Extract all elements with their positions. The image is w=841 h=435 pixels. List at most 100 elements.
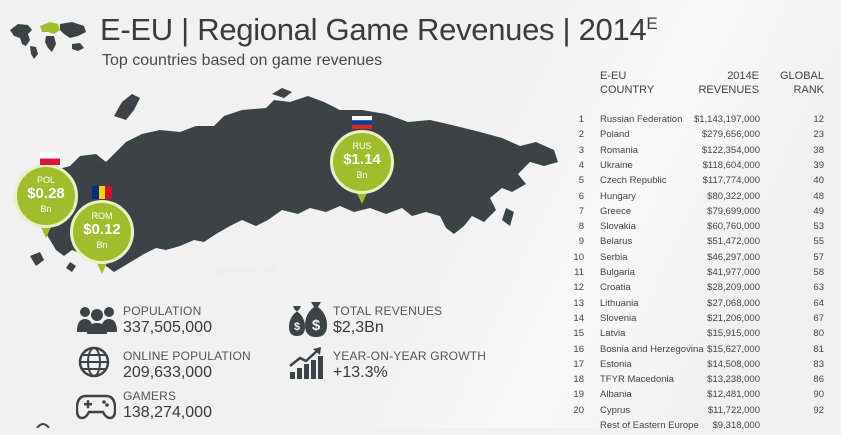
table-row: 20 Cyprus $11,722,000 92: [560, 405, 830, 420]
row-country: Bosnia and Herzegovina: [600, 343, 704, 355]
growth-chart-icon: [289, 347, 323, 379]
row-revenue: $15,915,000: [707, 328, 760, 340]
table-row: 6 Hungary $80,322,000 48: [560, 191, 830, 206]
table-row: 16 Bosnia and Herzegovina $15,627,000 81: [560, 344, 830, 359]
row-revenue: $46,297,000: [707, 251, 760, 263]
pin-code: POL: [36, 175, 55, 185]
row-revenue: $122,354,000: [701, 144, 760, 156]
row-country: Bulgaria: [600, 267, 635, 278]
row-revenue: $11,722,000: [707, 404, 760, 416]
row-rank: 5: [578, 175, 584, 187]
map-copyright: © Newzoo 2014: [218, 266, 276, 275]
table-header-revenues: 2014E REVENUES: [698, 70, 759, 96]
row-global-rank: 55: [813, 236, 824, 248]
stat-total-revenues: TOTAL REVENUES $2,3Bn: [333, 304, 442, 337]
row-country: Poland: [600, 129, 630, 141]
row-revenue: $28,209,000: [707, 282, 760, 294]
row-revenue: $117,774,000: [702, 175, 760, 187]
row-rank: 1: [578, 114, 584, 125]
table-header-country: E-EU COUNTRY: [600, 70, 655, 96]
pin-unit: Bn: [96, 240, 108, 250]
romania-flag-icon: [92, 186, 112, 199]
row-country: Romania: [600, 144, 639, 156]
row-global-rank: 63: [813, 282, 824, 294]
row-global-rank: 80: [813, 328, 824, 340]
row-rank: 2: [578, 129, 584, 141]
row-rank: 14: [573, 312, 584, 324]
pin-poland[interactable]: POL $0.28 Bn: [14, 164, 78, 240]
row-rank: 10: [573, 251, 584, 263]
row-global-rank: 83: [813, 358, 824, 370]
stat-label: POPULATION: [123, 304, 202, 318]
world-map-icon: [10, 22, 86, 59]
table-row: 12 Croatia $28,209,000 63: [560, 282, 830, 297]
row-revenue: $13,238,000: [707, 374, 760, 386]
pin-unit: Bn: [40, 204, 52, 214]
row-global-rank: 23: [813, 129, 824, 141]
table-row: 8 Slovakia $60,760,000 53: [560, 221, 830, 236]
pin-value: $1.14: [343, 151, 381, 168]
pin-unit: Bn: [356, 170, 368, 180]
row-global-rank: 39: [813, 159, 824, 171]
stat-label: GAMERS: [123, 389, 177, 403]
row-country: Slovenia: [600, 312, 637, 324]
row-country: Hungary: [600, 190, 636, 202]
table-row: 13 Lithuania $27,068,000 64: [560, 298, 830, 313]
row-rank: 3: [578, 144, 584, 156]
row-rank: 8: [578, 221, 584, 233]
pin-russia[interactable]: RUS $1.14 Bn: [330, 130, 394, 206]
money-bag-icon: $ $: [289, 302, 327, 337]
row-country: Ukraine: [600, 159, 633, 171]
row-rank: 11: [574, 267, 584, 278]
row-revenue: $279,656,000: [701, 129, 760, 141]
partial-icon: [36, 423, 50, 428]
row-revenue: $60,760,000: [707, 221, 760, 233]
table-row: 5 Czech Republic $117,774,000 40: [560, 175, 830, 190]
row-revenue: $14,508,000: [707, 358, 760, 370]
row-global-rank: 90: [813, 389, 824, 401]
row-country: Estonia: [600, 358, 632, 370]
table-row: 1 Russian Federation $1,143,197,000 12: [560, 114, 830, 129]
pin-romania[interactable]: ROM $0.12 Bn: [70, 200, 134, 276]
row-global-rank: 49: [813, 205, 824, 217]
row-country: Slovakia: [600, 221, 636, 233]
row-country: Serbia: [600, 251, 628, 263]
stat-online-population: ONLINE POPULATION 209,633,000: [123, 349, 251, 382]
stat-value: 138,274,000: [123, 404, 212, 421]
background-highlight: [321, 0, 841, 428]
row-rank: 12: [573, 282, 584, 294]
row-rank: 16: [573, 343, 584, 355]
table-row: 3 Romania $122,354,000 38: [560, 145, 830, 160]
row-rank: 19: [573, 389, 584, 401]
pin-code: ROM: [91, 211, 113, 221]
table-header-global-rank: GLOBAL RANK: [779, 70, 824, 96]
row-country: Rest of Eastern Europe: [600, 420, 699, 431]
stat-value: $2,3Bn: [333, 319, 384, 336]
row-country: Croatia: [600, 282, 631, 294]
table-row: 7 Greece $79,699,000 49: [560, 206, 830, 221]
table-row: 19 Albania $12,481,000 90: [560, 389, 830, 404]
row-revenue: $41,977,000: [707, 267, 760, 278]
row-revenue: $9,318,000: [712, 420, 760, 431]
row-country: Greece: [600, 205, 632, 217]
row-rank: 9: [578, 236, 584, 248]
table-row: 11 Bulgaria $41,977,000 58: [560, 267, 830, 282]
row-rank: 17: [573, 358, 584, 370]
svg-text:$: $: [312, 317, 321, 334]
stat-population: POPULATION 337,505,000: [123, 304, 212, 337]
pin-value: $0.28: [27, 185, 65, 202]
row-revenue: $15,627,000: [707, 343, 760, 355]
row-country: Belarus: [600, 236, 633, 248]
row-country: Albania: [600, 389, 632, 401]
row-global-rank: 67: [813, 312, 824, 324]
stat-gamers: GAMERS 138,274,000: [123, 389, 212, 422]
table-row: 10 Serbia $46,297,000 57: [560, 252, 830, 267]
stat-value: 209,633,000: [123, 364, 212, 381]
row-global-rank: 86: [813, 374, 824, 386]
row-revenue: $1,143,197,000: [693, 114, 760, 125]
row-revenue: $21,206,000: [707, 312, 760, 324]
stat-yoy-growth: YEAR-ON-YEAR GROWTH +13.3%: [333, 349, 486, 382]
row-revenue: $118,604,000: [702, 159, 760, 171]
row-country: Czech Republic: [600, 175, 667, 187]
row-global-rank: 92: [813, 404, 824, 416]
